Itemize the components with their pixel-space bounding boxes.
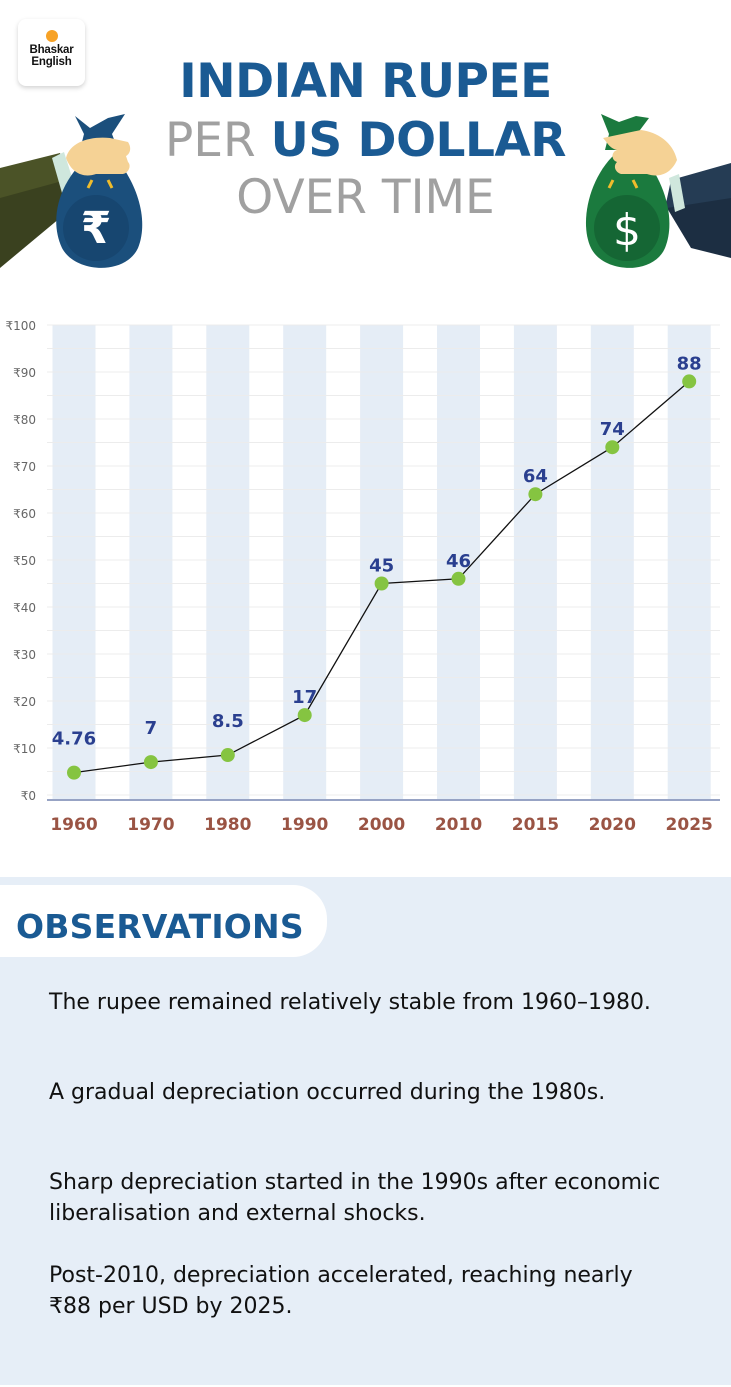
column-band [206, 325, 250, 800]
x-tick-label: 1990 [281, 815, 328, 835]
y-tick-label: ₹20 [13, 695, 36, 709]
observations-heading: OBSERVATIONS [16, 907, 304, 946]
title-line1: INDIAN RUPEE [179, 54, 552, 109]
dollar-symbol: $ [613, 205, 641, 256]
data-point [605, 440, 620, 455]
x-tick-label: 1970 [127, 815, 174, 835]
y-tick-label: ₹10 [13, 742, 36, 756]
observations-panel: OBSERVATIONS The rupee remained relative… [0, 877, 731, 1385]
y-tick-label: ₹40 [13, 601, 36, 615]
y-tick-label: ₹0 [21, 789, 36, 803]
column-band [52, 325, 96, 800]
title-line3: OVER TIME [236, 170, 495, 225]
x-tick-label: 2010 [435, 815, 482, 835]
data-label: 8.5 [212, 711, 244, 732]
data-point [220, 748, 235, 763]
x-tick-label: 2020 [589, 815, 636, 835]
exchange-rate-line-chart: ₹0 ₹10 ₹20 ₹30 ₹40 ₹50 ₹60 ₹70 ₹80 ₹90 ₹100 1960 19… [5, 319, 720, 835]
x-tick-label: 2025 [666, 815, 713, 835]
column-band [513, 325, 557, 800]
data-label: 17 [292, 687, 317, 708]
y-tick-label: ₹70 [13, 460, 36, 474]
data-point [374, 576, 389, 591]
title-per: PER [165, 113, 256, 168]
brand-name-line2: English [31, 56, 72, 68]
data-point [682, 374, 697, 389]
x-tick-label: 1980 [204, 815, 251, 835]
observation-item: Post-2010, depreciation accelerated, rea… [49, 1263, 633, 1319]
observation-item: A gradual depreciation occurred during t… [49, 1080, 606, 1105]
x-tick-label: 1960 [50, 815, 97, 835]
brand-dot-icon [45, 30, 58, 42]
y-tick-label: ₹30 [13, 648, 36, 662]
brand-name-line1: Bhaskar [29, 44, 74, 56]
data-point [528, 487, 543, 502]
data-point [143, 755, 158, 770]
title-line2: PER US DOLLAR [0, 113, 731, 168]
column-band [283, 325, 327, 800]
y-tick-label: ₹60 [13, 507, 36, 521]
observations-heading-pill: OBSERVATIONS [0, 885, 327, 957]
data-label: 4.76 [52, 729, 96, 750]
title-us-dollar: US DOLLAR [270, 113, 567, 168]
x-tick-label: 2000 [358, 815, 405, 835]
data-label: 64 [523, 466, 548, 487]
dollar-money-bag-icon: $ [585, 114, 731, 268]
data-label: 7 [145, 718, 158, 739]
observation-item: The rupee remained relatively stable fro… [49, 990, 651, 1015]
y-tick-label: ₹100 [5, 319, 36, 333]
brand-logo: Bhaskar English [18, 19, 85, 86]
rupee-symbol: ₹ [81, 203, 112, 254]
y-tick-label: ₹90 [13, 366, 36, 380]
column-band [590, 325, 634, 800]
column-band [360, 325, 404, 800]
data-point [297, 708, 312, 723]
x-tick-label: 2015 [512, 815, 559, 835]
rupee-money-bag-icon: ₹ [0, 114, 143, 268]
data-point [67, 765, 81, 780]
y-tick-label: ₹80 [13, 413, 36, 427]
data-point [451, 571, 466, 586]
data-label: 45 [369, 556, 394, 577]
y-tick-label: ₹50 [13, 554, 36, 568]
observation-item: Sharp depreciation started in the 1990s … [49, 1170, 661, 1226]
data-label: 74 [600, 419, 625, 440]
column-band [667, 325, 711, 800]
data-label: 46 [446, 551, 471, 572]
data-label: 88 [677, 353, 702, 374]
column-band [129, 325, 173, 800]
